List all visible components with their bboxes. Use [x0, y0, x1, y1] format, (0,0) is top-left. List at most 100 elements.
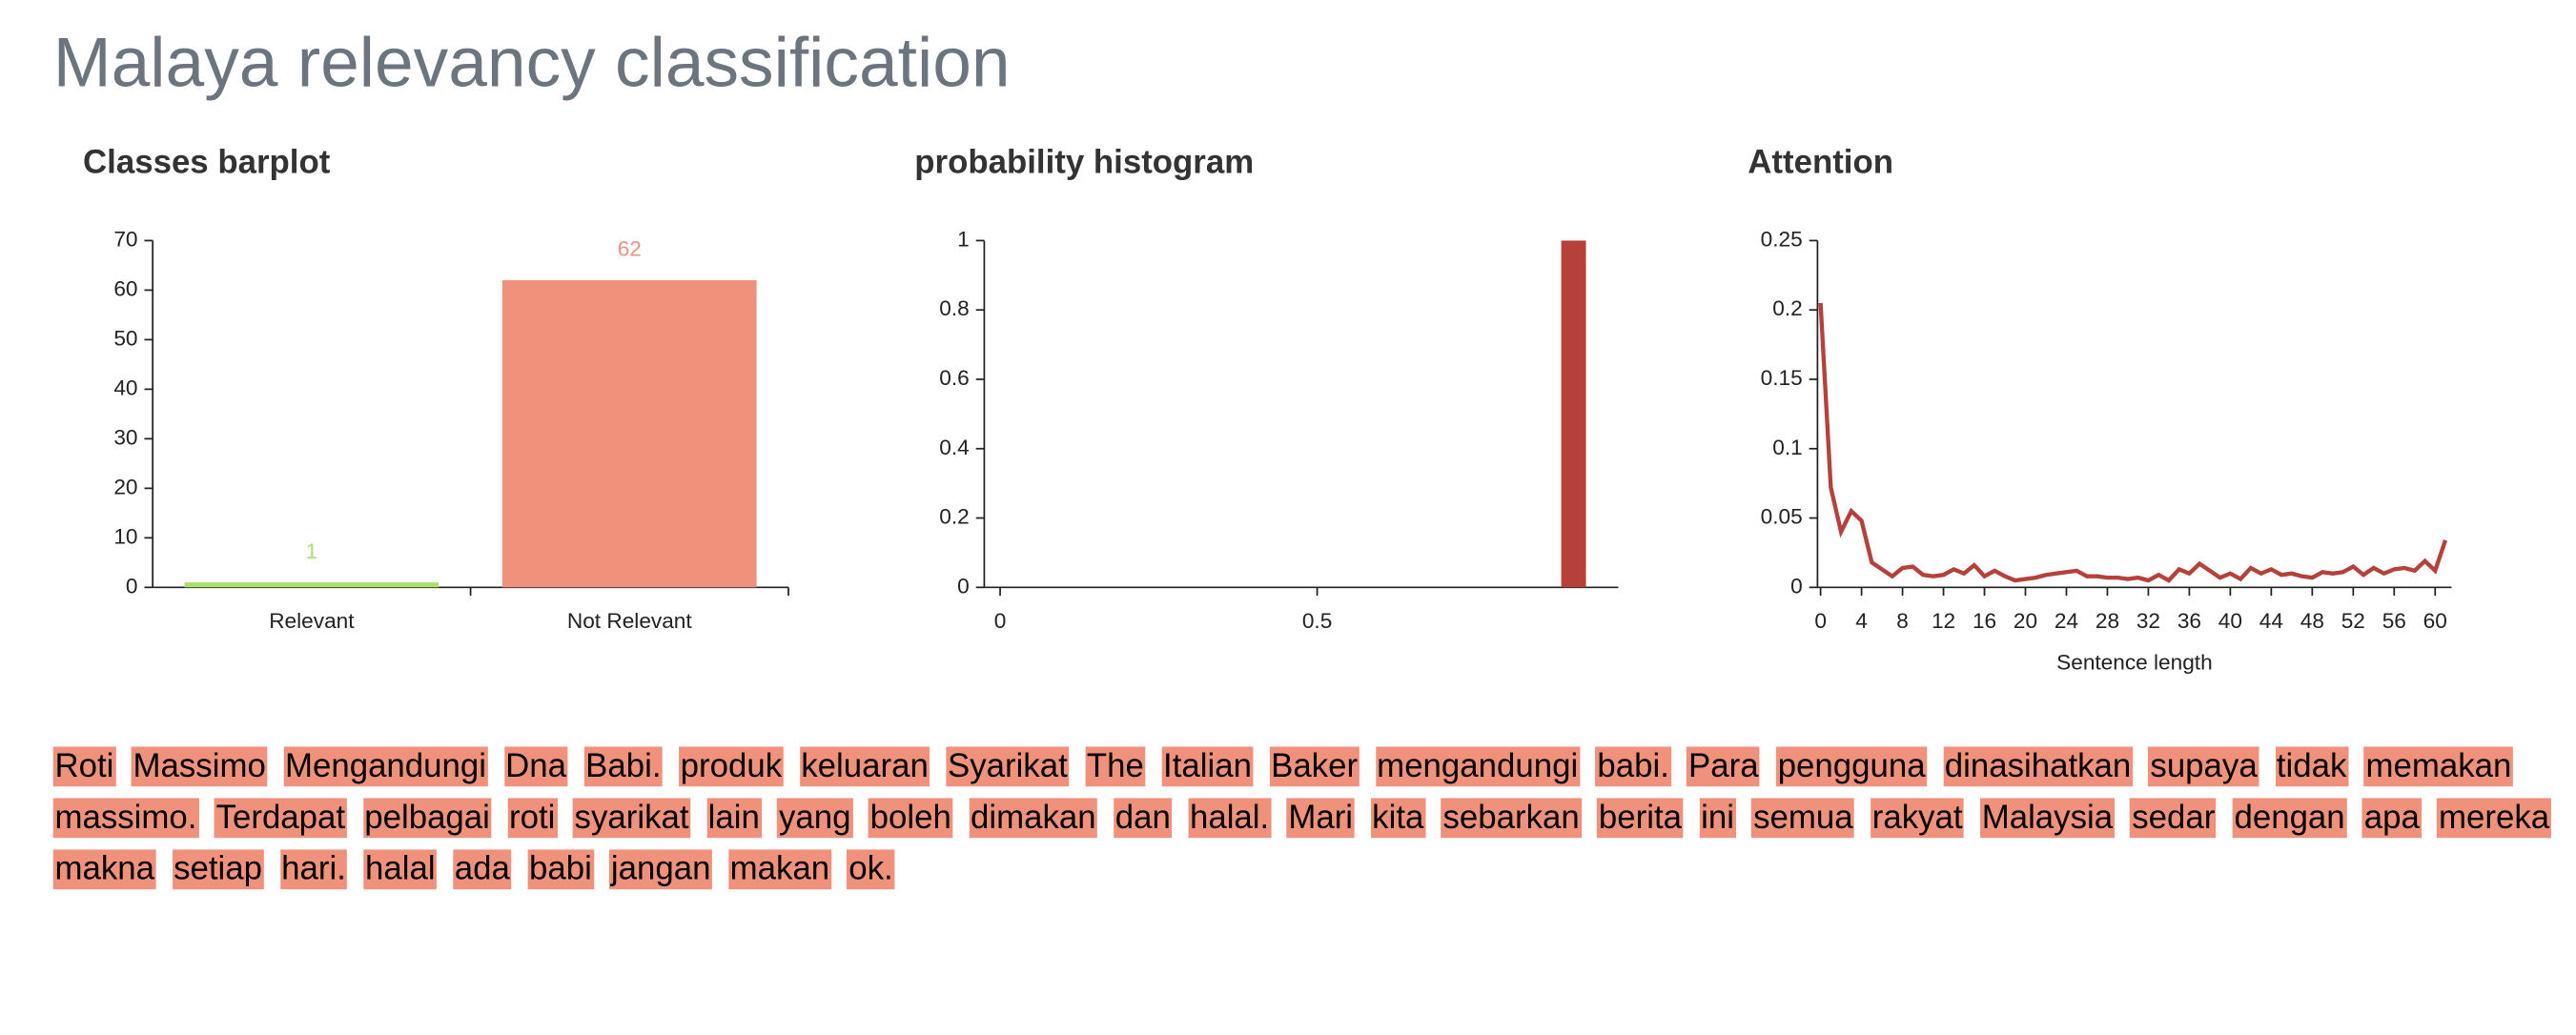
highlighted-text: Roti Massimo Mengandungi Dna Babi. produ…: [52, 741, 2568, 896]
y-tick-label: 0: [126, 574, 138, 598]
token: makan: [727, 849, 831, 890]
token: keluaran: [799, 746, 930, 787]
token: semua: [1751, 798, 1855, 839]
x-tick-label: 0.5: [1302, 609, 1332, 633]
y-tick-label: 0.2: [1772, 296, 1802, 320]
token: Malaysia: [1979, 798, 2115, 839]
token: lain: [705, 798, 762, 839]
x-tick-label: 4: [1855, 609, 1868, 633]
y-tick-label: 70: [113, 227, 137, 251]
token: babi.: [1595, 746, 1671, 787]
y-tick-label: 60: [113, 276, 137, 300]
token: roti: [507, 798, 558, 839]
token: boleh: [868, 798, 953, 839]
token: memakan: [2363, 746, 2514, 787]
token: hari.: [279, 849, 348, 890]
token: berita: [1597, 798, 1684, 839]
token: Dna: [503, 746, 568, 787]
x-tick-label: 28: [2096, 609, 2119, 633]
token: pelbagai: [362, 798, 492, 839]
y-tick-label: 0.2: [939, 505, 969, 529]
x-tick-label: 52: [2341, 609, 2365, 633]
x-tick-label: 40: [2218, 609, 2242, 633]
token: produk: [678, 746, 784, 787]
y-tick-label: 20: [113, 475, 137, 498]
token: sebarkan: [1441, 798, 1582, 839]
token: yang: [777, 798, 853, 839]
y-tick-label: 0: [957, 574, 970, 598]
token: Babi.: [583, 746, 664, 787]
x-tick-label: 16: [1973, 609, 1996, 633]
token: Mengandungi: [283, 746, 488, 787]
attention-line: [1818, 302, 2448, 583]
x-tick-label: 44: [2259, 609, 2283, 633]
token: jangan: [609, 849, 713, 890]
chart-title: Classes barplot: [83, 144, 331, 181]
token: ada: [452, 849, 512, 890]
token: Terdapat: [214, 798, 347, 839]
x-tick-label: 36: [2177, 609, 2201, 633]
y-tick-label: 50: [113, 326, 137, 350]
y-tick-label: 0.4: [939, 436, 969, 459]
token: halal: [363, 849, 438, 890]
y-tick-label: 10: [113, 524, 137, 548]
token: Italian: [1161, 746, 1254, 787]
x-tick-label: 24: [2055, 609, 2078, 633]
token: Syarikat: [946, 746, 1070, 787]
token: makna: [52, 849, 156, 890]
y-tick-label: 0.6: [939, 366, 969, 390]
x-tick-label: 12: [1932, 609, 1955, 633]
token: syarikat: [572, 798, 691, 839]
token: sedar: [2130, 798, 2218, 839]
y-tick-label: 0: [1790, 574, 1803, 598]
token: mengandungi: [1375, 746, 1580, 787]
x-tick-label: Not Relevant: [567, 609, 693, 633]
x-tick-label: 0: [1814, 609, 1827, 633]
token: tidak: [2275, 746, 2349, 787]
token: ini: [1699, 798, 1736, 839]
token: kita: [1370, 798, 1426, 839]
x-tick-label: 0: [994, 609, 1007, 633]
value-label: 1: [306, 539, 318, 563]
histogram-bar: [1561, 240, 1586, 588]
token: setiap: [172, 849, 264, 890]
token: dimakan: [969, 798, 1098, 839]
token: Para: [1687, 746, 1761, 787]
y-tick-label: 0.1: [1772, 436, 1802, 459]
bar: [501, 280, 757, 588]
y-tick-label: 0.15: [1761, 366, 1803, 390]
y-tick-label: 30: [113, 425, 137, 449]
x-tick-label: Relevant: [269, 609, 355, 633]
x-tick-label: 8: [1896, 609, 1909, 633]
x-tick-label: 20: [2014, 609, 2037, 633]
chart-title: Attention: [1748, 144, 1893, 181]
y-tick-label: 0.8: [939, 296, 969, 320]
token: dengan: [2232, 798, 2347, 839]
chart-title: probability histogram: [914, 144, 1254, 181]
token: dan: [1113, 798, 1173, 839]
page-title: Malaya relevancy classification: [52, 23, 1011, 102]
token: Roti: [52, 746, 116, 787]
y-tick-label: 40: [113, 375, 137, 399]
value-label: 62: [618, 237, 642, 261]
bar: [184, 582, 440, 588]
token: supaya: [2148, 746, 2259, 787]
token: mereka: [2437, 798, 2551, 839]
token: The: [1085, 746, 1146, 787]
x-tick-label: 60: [2423, 609, 2447, 633]
x-tick-label: 56: [2382, 609, 2406, 633]
token: pengguna: [1775, 746, 1928, 787]
x-axis-label: Sentence length: [2056, 650, 2213, 674]
charts: Classes barplot0102030405060701Relevant6…: [83, 144, 2452, 674]
token: rakyat: [1870, 798, 1965, 839]
token: massimo.: [52, 798, 199, 839]
token: Massimo: [131, 746, 268, 787]
x-tick-label: 48: [2300, 609, 2324, 633]
token: dinasihatkan: [1943, 746, 2134, 787]
y-tick-label: 1: [957, 227, 970, 251]
y-tick-label: 0.25: [1761, 227, 1803, 251]
x-tick-label: 32: [2136, 609, 2160, 633]
y-tick-label: 0.05: [1761, 505, 1803, 529]
